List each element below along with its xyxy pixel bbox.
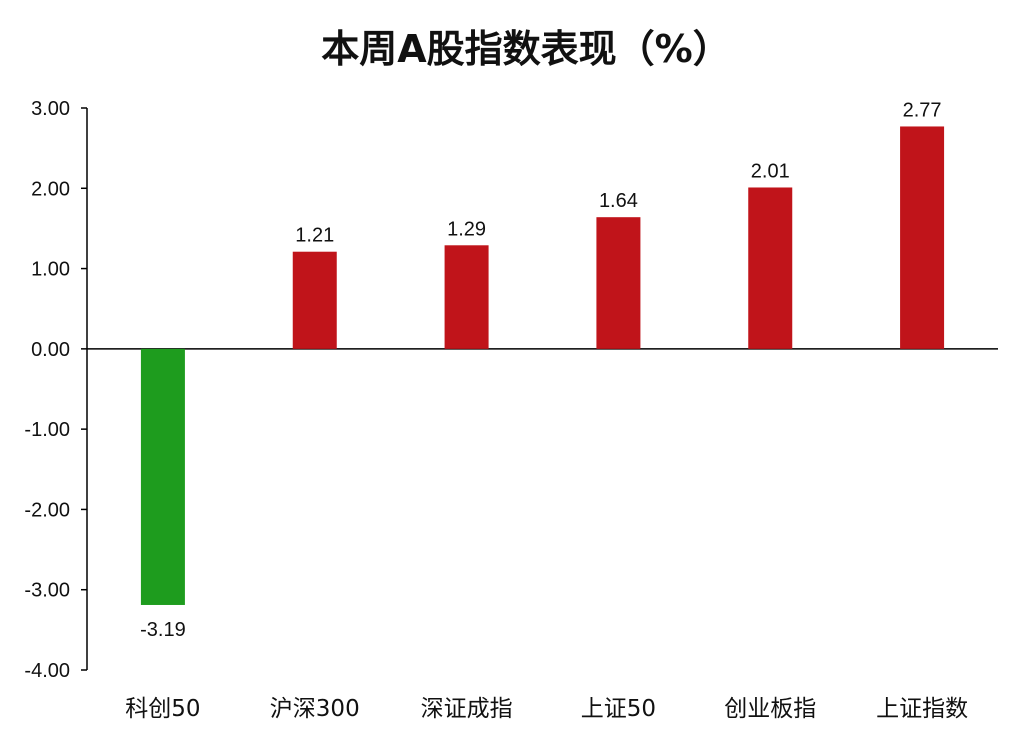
- data-label: 1.29: [447, 218, 486, 240]
- data-label: 1.21: [295, 225, 334, 247]
- x-axis-categories: 科创50 沪深300 深证成指 上证50 创业板指 上证指数: [125, 696, 968, 722]
- y-tick-label: 1.00: [31, 259, 70, 281]
- bar: [292, 251, 337, 349]
- data-label: 2.01: [751, 160, 790, 182]
- bar: [444, 245, 489, 349]
- data-label: 1.64: [599, 190, 638, 212]
- x-category-label: 沪深300: [270, 696, 360, 722]
- bar: [140, 348, 185, 605]
- x-category-label: 上证指数: [876, 696, 968, 722]
- data-labels: -3.19 1.21 1.29 1.64 2.01 2.77: [140, 99, 941, 641]
- y-tick-label: -1.00: [24, 419, 70, 441]
- y-tick-label: -2.00: [24, 499, 70, 521]
- x-category-label: 科创50: [125, 696, 200, 722]
- data-label: -3.19: [140, 619, 186, 641]
- x-category-label: 上证50: [581, 696, 656, 722]
- x-category-label: 深证成指: [421, 696, 513, 722]
- bar: [748, 187, 793, 349]
- y-tick-label: 3.00: [31, 98, 70, 120]
- bars: [140, 126, 945, 605]
- y-tick-label: -3.00: [24, 580, 70, 602]
- y-tick-label: -4.00: [24, 660, 70, 682]
- bar: [596, 217, 641, 349]
- y-axis: 3.00 2.00 1.00 0.00 -1.00 -2.00 -3.00 -4.00: [24, 98, 998, 682]
- data-label: 2.77: [903, 99, 942, 121]
- y-tick-label: 2.00: [31, 178, 70, 200]
- bar: [900, 126, 945, 349]
- chart-title: 本周A股指数表现（%）: [321, 27, 730, 71]
- y-tick-label: 0.00: [31, 339, 70, 361]
- x-category-label: 创业板指: [724, 696, 816, 722]
